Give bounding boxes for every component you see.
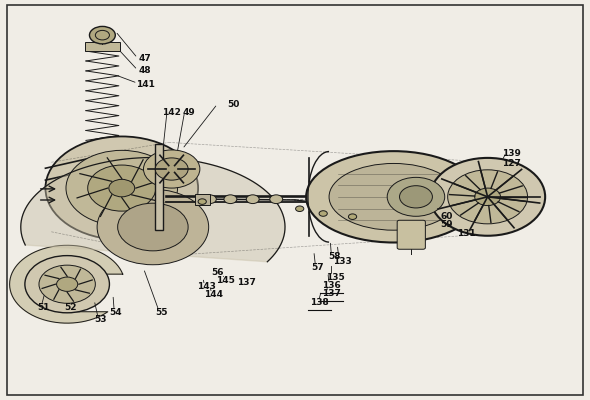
Text: 53: 53	[94, 316, 106, 324]
Circle shape	[66, 150, 178, 226]
Polygon shape	[9, 245, 123, 323]
Text: 47: 47	[139, 54, 152, 64]
Circle shape	[204, 195, 217, 204]
Text: 131: 131	[457, 229, 476, 238]
Ellipse shape	[329, 164, 458, 230]
Circle shape	[90, 26, 115, 44]
Circle shape	[270, 195, 283, 204]
Text: 54: 54	[110, 308, 122, 316]
Text: 136: 136	[322, 281, 341, 290]
Circle shape	[296, 206, 304, 212]
Text: 49: 49	[183, 108, 196, 117]
Text: 51: 51	[37, 303, 50, 312]
Text: 139: 139	[502, 149, 520, 158]
Circle shape	[198, 199, 206, 204]
Text: 145: 145	[217, 276, 235, 285]
Text: 52: 52	[64, 303, 77, 312]
Text: 137: 137	[237, 278, 256, 287]
FancyBboxPatch shape	[85, 42, 120, 51]
FancyBboxPatch shape	[155, 144, 163, 230]
Circle shape	[25, 256, 109, 313]
Circle shape	[155, 158, 188, 180]
Text: 135: 135	[326, 273, 345, 282]
Circle shape	[45, 136, 198, 240]
Text: 60: 60	[440, 212, 453, 221]
Circle shape	[97, 189, 209, 265]
Circle shape	[109, 179, 135, 197]
Circle shape	[349, 214, 357, 220]
Circle shape	[117, 203, 188, 251]
FancyBboxPatch shape	[397, 220, 425, 249]
Text: 138: 138	[310, 298, 329, 307]
Polygon shape	[21, 158, 285, 262]
Text: 48: 48	[139, 66, 152, 76]
Circle shape	[319, 211, 327, 216]
Text: 55: 55	[155, 308, 168, 316]
Circle shape	[224, 195, 237, 204]
Circle shape	[39, 265, 96, 303]
Text: 58: 58	[329, 252, 341, 261]
Text: 133: 133	[333, 257, 352, 266]
Text: 137: 137	[322, 289, 341, 298]
Circle shape	[246, 195, 259, 204]
Text: 50: 50	[227, 100, 240, 109]
Circle shape	[88, 165, 156, 211]
Text: 144: 144	[205, 290, 224, 299]
Text: 57: 57	[311, 263, 324, 272]
Text: 141: 141	[136, 80, 155, 88]
FancyBboxPatch shape	[195, 194, 210, 205]
Circle shape	[448, 170, 527, 224]
Circle shape	[57, 277, 78, 291]
Circle shape	[475, 188, 500, 206]
Text: 143: 143	[198, 282, 217, 291]
Text: 142: 142	[162, 108, 181, 117]
Circle shape	[143, 150, 200, 188]
Text: 59: 59	[440, 220, 453, 229]
Circle shape	[430, 158, 545, 236]
Ellipse shape	[306, 151, 481, 242]
Text: 56: 56	[211, 268, 224, 277]
Ellipse shape	[387, 177, 445, 216]
Circle shape	[399, 186, 432, 208]
Text: 127: 127	[502, 159, 520, 168]
